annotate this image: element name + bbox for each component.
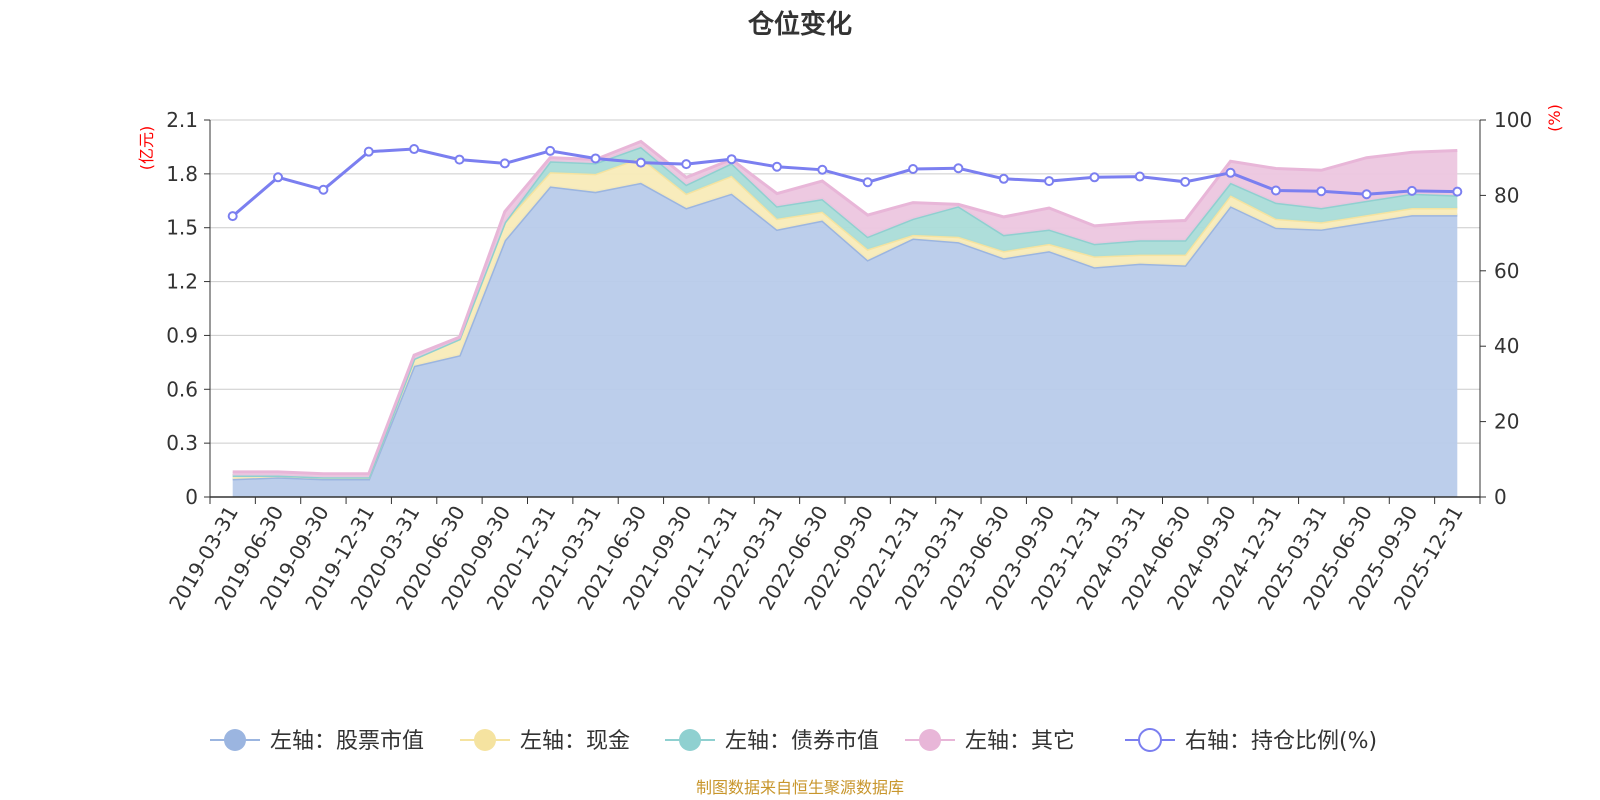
legend-label: 左轴：债券市值 [725,729,879,754]
ratio-point [1180,176,1191,187]
right-axis-tick-label: 60 [1494,259,1519,283]
area-series-edge-4 [232,139,1458,476]
ratio-point [1089,172,1100,183]
ratio-point [998,173,1009,184]
left-axis-tick-label: 1.5 [166,216,198,240]
right-axis-unit: (%) [1545,104,1564,132]
ratio-point [1406,185,1417,196]
legend-item[interactable]: 右轴：持仓比例(%) [1125,728,1377,754]
right-axis-tick-label: 80 [1494,183,1519,207]
area-series-1 [232,182,1458,498]
legend-label: 左轴：股票市值 [270,729,424,754]
ratio-point [681,159,692,170]
ratio-point [590,153,601,164]
ratio-point [726,154,737,165]
left-axis-tick-label: 0.3 [166,431,198,455]
chart-title: 仓位变化 [747,9,852,40]
ratio-point [1270,185,1281,196]
ratio-point [1134,171,1145,182]
right-axis-tick-label: 20 [1494,410,1519,434]
data-source: 制图数据来自恒生聚源数据库 [696,778,904,797]
ratio-point [227,211,238,222]
ratio-line [227,144,1463,222]
right-axis-tick-label: 0 [1494,485,1507,509]
legend-label: 左轴：其它 [965,729,1075,754]
legend-item[interactable]: 左轴：股票市值 [210,729,424,754]
ratio-point [499,158,510,169]
left-axis-tick-label: 2.1 [166,108,198,132]
ratio-point [953,163,964,174]
left-axis-tick-label: 0 [185,485,198,509]
ratio-point [545,145,556,156]
legend-marker-icon [919,729,941,751]
ratio-point [273,172,284,183]
left-axis-tick-label: 0.6 [166,377,198,401]
ratio-point [771,161,782,172]
left-axis-unit: (亿元) [137,126,156,171]
right-axis-tick-label: 40 [1494,334,1519,358]
legend-item[interactable]: 左轴：现金 [460,729,630,754]
legend-label: 右轴：持仓比例(%) [1185,729,1377,754]
legend-marker-icon [679,729,701,751]
legend[interactable]: 左轴：股票市值 左轴：现金 左轴：债券市值 左轴：其它 右轴：持仓比例(%) [210,728,1377,754]
left-axis-tick-label: 1.2 [166,270,198,294]
left-axis-tick-label: 0.9 [166,323,198,347]
ratio-point [908,164,919,175]
ratio-point [1361,189,1372,200]
right-axis-tick-label: 100 [1494,108,1532,132]
area-series-4 [232,141,1458,478]
ratio-line-path [231,147,1458,218]
legend-marker-icon [224,729,246,751]
ratio-point [635,157,646,168]
legend-marker-icon [474,729,496,751]
legend-marker-icon [1138,728,1162,752]
ratio-point [1044,176,1055,187]
legend-item[interactable]: 左轴：其它 [905,729,1075,754]
ratio-point [454,154,465,165]
stacked-areas [232,139,1458,498]
left-axis-tick-label: 1.8 [166,162,198,186]
legend-item[interactable]: 左轴：债券市值 [665,729,879,754]
ratio-point [1316,186,1327,197]
legend-label: 左轴：现金 [520,729,630,754]
ratio-point [1452,186,1463,197]
ratio-point [1225,167,1236,178]
ratio-point [862,177,873,188]
ratio-point [409,144,420,155]
ratio-point [817,164,828,175]
ratio-point [363,146,374,157]
ratio-point [318,184,329,195]
